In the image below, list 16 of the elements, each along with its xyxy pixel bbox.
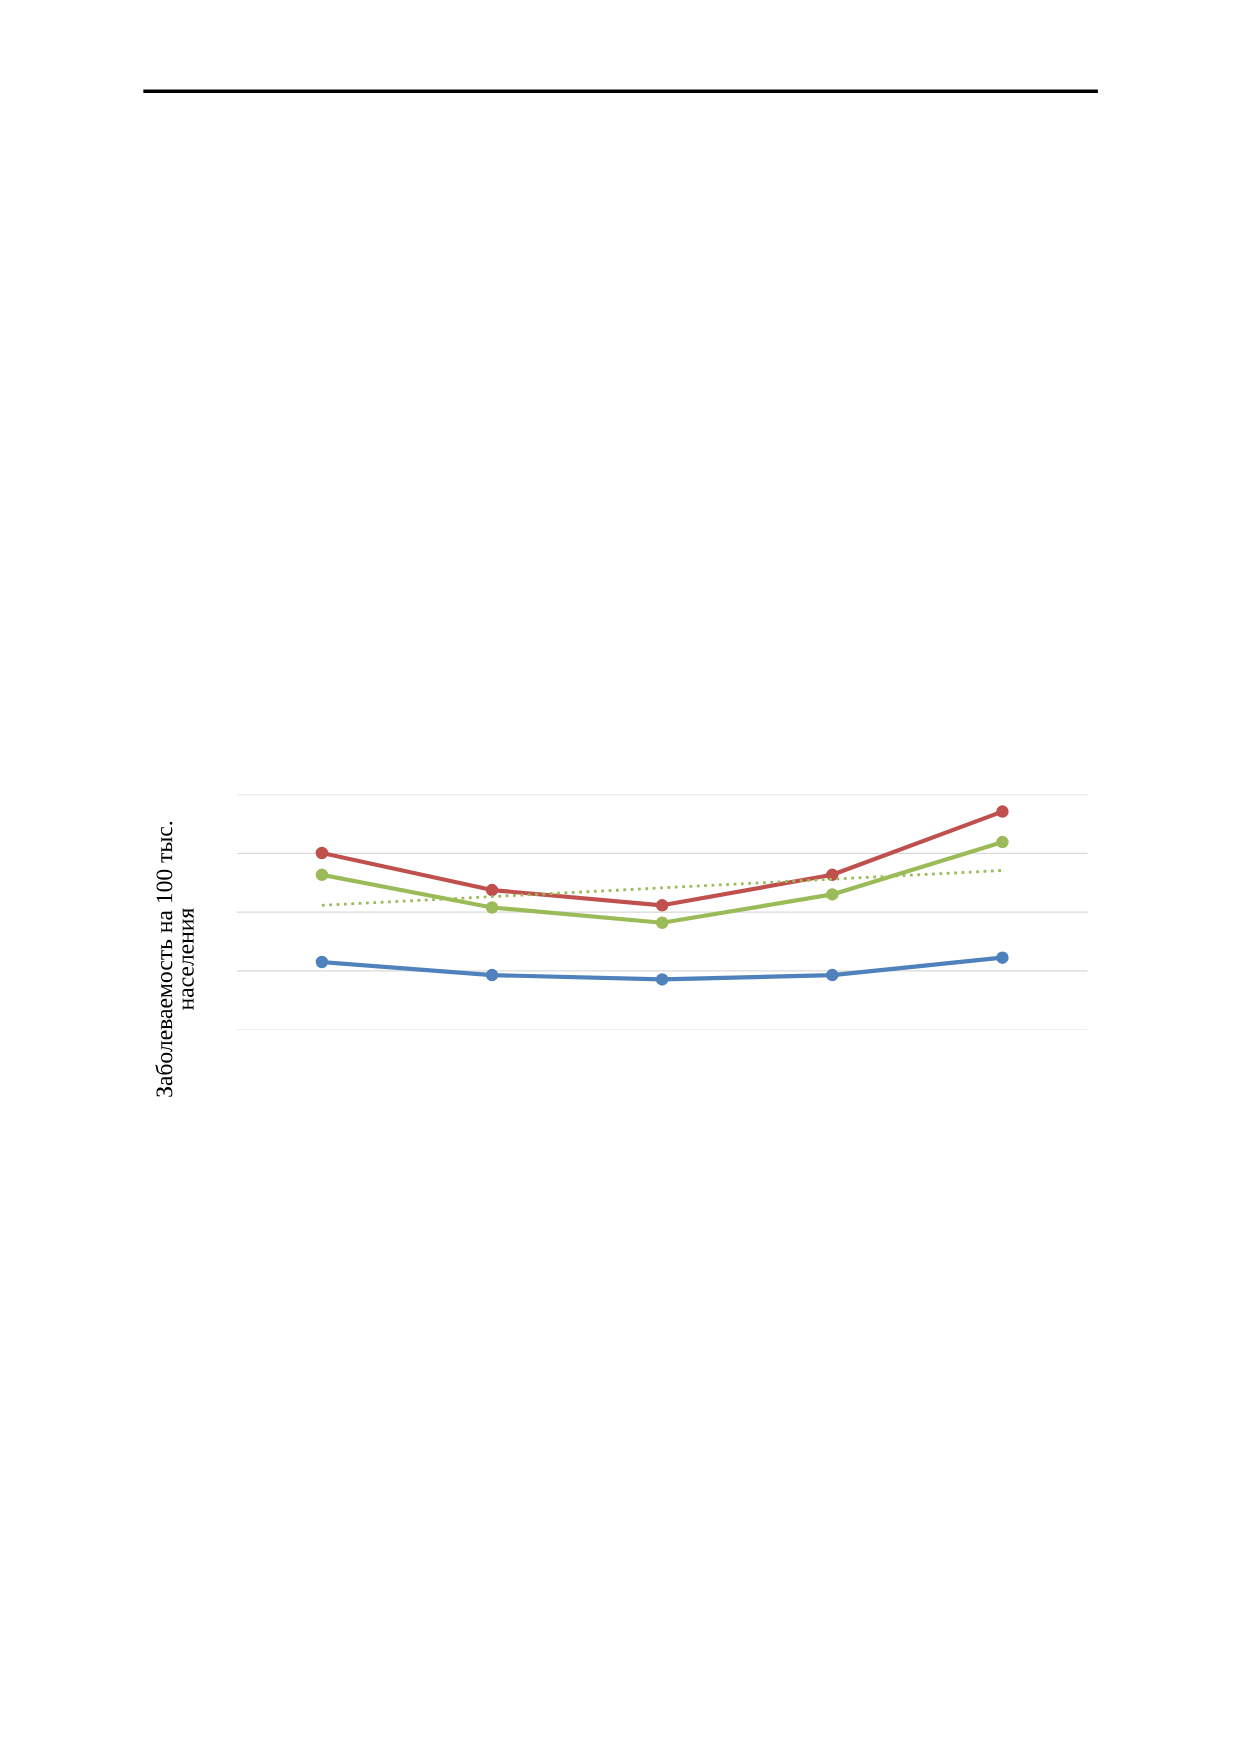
point (996, 835, 1009, 849)
point (996, 951, 1009, 964)
point (655, 916, 669, 930)
point (996, 805, 1009, 818)
point (485, 901, 499, 914)
point (826, 868, 839, 882)
point (315, 955, 329, 969)
point (315, 868, 329, 882)
point (655, 899, 669, 912)
y-axis-title: Заболеваемость на 100 тыс. населения (155, 821, 194, 1097)
point (655, 973, 669, 986)
point (826, 888, 839, 901)
point (485, 968, 499, 982)
point (826, 968, 839, 982)
point (485, 883, 499, 897)
point (315, 846, 329, 860)
